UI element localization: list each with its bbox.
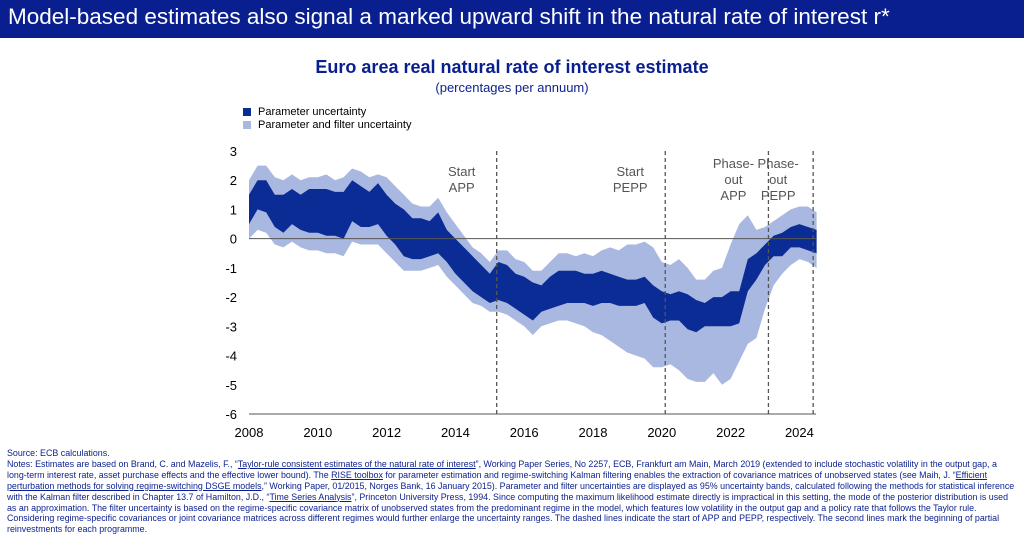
event-label: APP — [720, 188, 746, 203]
event-label: Start — [617, 164, 645, 179]
legend-swatch-light — [243, 120, 251, 129]
y-tick-label: 1 — [230, 202, 237, 217]
notes-paragraph: Notes: Estimates are based on Brand, C. … — [7, 459, 1019, 535]
x-tick-label: 2016 — [510, 425, 539, 440]
slide-title: Model-based estimates also signal a mark… — [8, 4, 890, 29]
band-parameter-uncertainty — [249, 180, 817, 333]
y-tick-label: -1 — [225, 261, 237, 276]
legend-swatch-dark — [243, 107, 251, 116]
chart-subtitle: (percentages per annuum) — [435, 80, 589, 95]
event-label: Phase- — [758, 156, 799, 171]
header-bar: Model-based estimates also signal a mark… — [0, 0, 1024, 38]
event-label: PEPP — [761, 188, 796, 203]
x-tick-label: 2024 — [785, 425, 814, 440]
x-tick-label: 2022 — [716, 425, 745, 440]
legend-item-parameter-filter: Parameter and filter uncertainty — [243, 118, 411, 131]
legend-item-parameter: Parameter uncertainty — [243, 105, 411, 118]
notes-text-3: for parameter estimation and regime-swit… — [382, 469, 956, 480]
event-label: Start — [448, 164, 476, 179]
notes-text-1: Notes: Estimates are based on Brand, C. … — [7, 458, 238, 469]
y-tick-label: -3 — [225, 319, 237, 334]
x-tick-label: 2014 — [441, 425, 470, 440]
legend-label-parameter-filter: Parameter and filter uncertainty — [258, 118, 412, 131]
legend-label-parameter: Parameter uncertainty — [258, 105, 367, 118]
event-label: out — [769, 172, 787, 187]
notes-text-4: ,” Working Paper, 01/2015, Norges Bank, … — [7, 480, 1015, 502]
notes-text-2: ”, Working Paper Series, No 2257, ECB, F… — [7, 458, 997, 480]
footnotes: Source: ECB calculations. Notes: Estimat… — [7, 448, 1019, 535]
link-perturbation-methods[interactable]: Efficient perturbation methods for solvi… — [7, 469, 988, 491]
x-tick-label: 2020 — [647, 425, 676, 440]
event-label: PEPP — [613, 180, 648, 195]
link-taylor-rule-paper[interactable]: Taylor-rule consistent estimates of the … — [237, 458, 476, 469]
x-tick-label: 2010 — [303, 425, 332, 440]
event-label: out — [724, 172, 742, 187]
notes-text-5: ”, Princeton University Press, 1994. Sin… — [7, 491, 1009, 535]
chart-legend: Parameter uncertainty Parameter and filt… — [243, 105, 411, 131]
event-label: APP — [449, 180, 475, 195]
source-note: Source: ECB calculations. — [7, 448, 110, 458]
chart-title: Euro area real natural rate of interest … — [315, 57, 709, 77]
natural-rate-chart: StartAPPStartPEPPPhase-outAPPPhase-outPE… — [225, 144, 817, 440]
y-tick-label: -4 — [225, 349, 237, 364]
y-tick-label: -5 — [225, 378, 237, 393]
y-tick-label: 0 — [230, 232, 237, 247]
y-tick-label: 3 — [230, 144, 237, 159]
link-time-series-analysis[interactable]: Time Series Analysis — [269, 491, 352, 502]
y-tick-label: 2 — [230, 173, 237, 188]
x-tick-label: 2012 — [372, 425, 401, 440]
x-tick-label: 2008 — [235, 425, 264, 440]
x-tick-label: 2018 — [579, 425, 608, 440]
y-tick-label: -6 — [225, 407, 237, 422]
link-rise-toolbox[interactable]: RISE toolbox — [331, 469, 383, 480]
y-tick-label: -2 — [225, 290, 237, 305]
event-label: Phase- — [713, 156, 754, 171]
